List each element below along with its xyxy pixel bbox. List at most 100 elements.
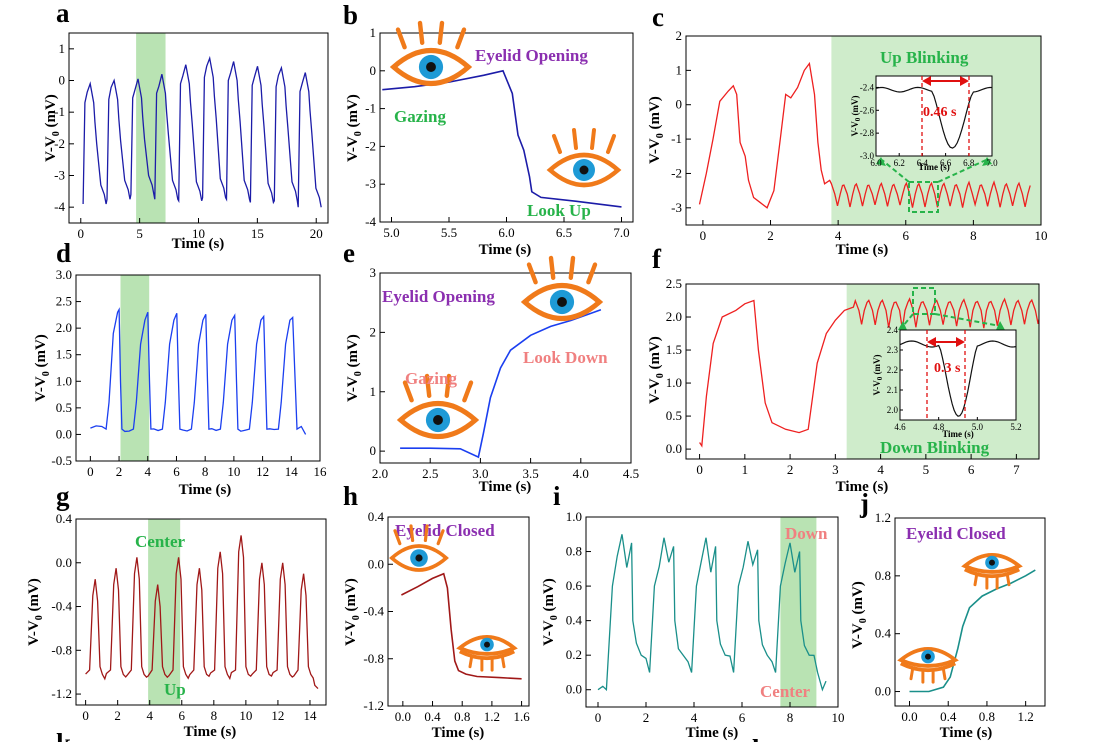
- eye-open-icon: [396, 373, 480, 439]
- y-tick-label: 3: [370, 265, 377, 280]
- x-tick-label: 4.5: [623, 466, 639, 481]
- plot-frame-e: [379, 272, 632, 464]
- y-tick-label: -2: [365, 138, 376, 153]
- y-tick-label: 2.0: [887, 405, 899, 415]
- x-tick-label: 7: [1013, 462, 1020, 477]
- arrowhead: [956, 337, 965, 347]
- x-tick-label: 6: [968, 462, 975, 477]
- y-tick-label: -2.8: [860, 128, 875, 138]
- y-tick-label: 1.0: [566, 509, 582, 524]
- panel-h: h 0.0 0.4 0.8 1.2 1.6 -1.2 -0.8 -0.4 0.0 0.4 Time…: [343, 481, 530, 741]
- x-axis-label-f: Time (s): [836, 479, 889, 495]
- y-tick-label: -1.2: [363, 698, 384, 713]
- x-tick-label: 6.6: [940, 158, 952, 168]
- zoom-arrowhead: [898, 321, 907, 330]
- y-tick-label: -0.8: [363, 651, 384, 666]
- x-tick-label: 5.0: [383, 225, 399, 240]
- y-tick-label: 0.8: [875, 568, 891, 583]
- eye-closed-icon: [897, 647, 959, 684]
- y-tick-label: 0.0: [368, 556, 384, 571]
- inset-axes-f: 4.6 4.8 5.0 5.2 2.0 2.1 2.2 2.3 2.4: [887, 325, 1022, 432]
- x-axis-label-g: Time (s): [184, 724, 237, 740]
- arrowhead: [922, 76, 931, 86]
- series-line-a: [82, 55, 322, 208]
- y-tick-label: -0.5: [51, 453, 72, 468]
- x-tick-label: 12: [256, 464, 269, 479]
- y-tick-label: -2: [671, 165, 682, 180]
- plot-frame-c: [685, 35, 1042, 226]
- x-tick-label: 4: [877, 462, 884, 477]
- annotation-center: Center: [135, 532, 185, 551]
- x-tick-label: 8: [211, 708, 218, 723]
- y-tick-label: 1: [676, 62, 683, 77]
- y-tick-label: -1.2: [51, 686, 72, 701]
- x-tick-label: 5.0: [972, 422, 984, 432]
- y-axis-label-e: V-V0 (mV): [345, 334, 364, 402]
- eye-open-icon: [520, 255, 604, 321]
- x-tick-label: 12: [271, 708, 284, 723]
- x-tick-label: 2.0: [372, 466, 388, 481]
- y-tick-label: 2.3: [887, 345, 899, 355]
- panel-b: b 5.0 5.5 6.0 6.5 7.0 -4 -3 -2 -1 0 1 Time (s) V-V…: [343, 0, 634, 258]
- panel-i: i 0 2 4 6 8 10 0.0 0.2 0.4 0.6 0.8 1.0 Time (s) V-V…: [541, 481, 845, 741]
- x-tick-label: 0: [82, 708, 89, 723]
- panel-label-g: g: [56, 481, 70, 511]
- x-tick-label: 4.8: [933, 422, 945, 432]
- x-tick-label: 5: [136, 226, 143, 241]
- panel-e: e 2.0 2.5 3.0 3.5 4.0 4.5 0 1 2 3 Time (s) V-V0 (…: [343, 238, 639, 495]
- x-tick-label: 6.4: [917, 158, 929, 168]
- panel-g: g 0 2 4 6 8 10 12 14 -1.2 -0.8 -0.4 0.0 0.4 Time (s)…: [26, 481, 327, 740]
- y-tick-label: 0.4: [875, 626, 892, 641]
- y-tick-label: 1.5: [56, 347, 72, 362]
- y-tick-label: -1: [365, 101, 376, 116]
- panel-label-j: j: [859, 488, 869, 518]
- x-tick-label: 7.0: [613, 225, 629, 240]
- zoom-box-c: [908, 181, 939, 213]
- zoom-connector: [937, 159, 987, 183]
- y-tick-label: 0: [676, 97, 683, 112]
- inset-series-line-f: [900, 340, 1016, 417]
- x-tick-label: 14: [303, 708, 317, 723]
- y-tick-label: 1.5: [666, 342, 682, 357]
- y-tick-label: 0: [370, 443, 377, 458]
- x-tick-label: 2.5: [422, 466, 438, 481]
- y-axis-label-c: V-V0 (mV): [647, 96, 666, 164]
- plot-frame-d: [75, 274, 321, 462]
- y-tick-label: 0.0: [56, 555, 72, 570]
- y-tick-label: 0.4: [56, 511, 73, 526]
- x-axis-label-b: Time (s): [479, 242, 532, 258]
- annotation-gazing: Gazing: [405, 369, 457, 388]
- x-tick-label: 0: [700, 228, 707, 243]
- y-tick-label: -3: [671, 200, 682, 215]
- y-tick-label: -2.6: [860, 105, 875, 115]
- panel-label-h: h: [343, 481, 358, 511]
- panel-label-a: a: [56, 0, 70, 28]
- x-tick-label: 16: [314, 464, 328, 479]
- y-tick-label: -3: [54, 168, 65, 183]
- highlight-band: [136, 33, 166, 223]
- inset-axes-c: 6.0 6.2 6.4 6.6 6.8 7.0 -3.0 -2.8 -2.6 -2.4: [860, 82, 998, 168]
- axes-c: 0 2 4 6 8 10 -3 -2 -1 0 1 2: [671, 28, 1047, 243]
- x-tick-label: 14: [285, 464, 299, 479]
- panel-label-f: f: [652, 244, 662, 274]
- x-tick-label: 4: [835, 228, 842, 243]
- eye-closed-icon: [961, 553, 1023, 590]
- series-line-e: [400, 309, 602, 459]
- y-tick-label: 1: [370, 384, 377, 399]
- plot-frame-i: [585, 516, 839, 708]
- y-axis-label-f: V-V0 (mV): [647, 336, 666, 404]
- y-axis-label-g: V-V0 (mV): [26, 578, 45, 646]
- y-tick-label: -0.8: [51, 642, 72, 657]
- panel-label-d: d: [56, 238, 71, 268]
- panel-label-l: l: [752, 734, 760, 742]
- panel-a: a 0 5 10 15 20 -4 -3 -2 -1 0 1 Time (s) V-V0 (mV): [43, 0, 329, 252]
- y-tick-label: 2.0: [666, 309, 682, 324]
- x-axis-label-a: Time (s): [172, 236, 225, 252]
- x-tick-label: 4: [145, 464, 152, 479]
- x-axis-label-c: Time (s): [836, 242, 889, 258]
- x-tick-label: 0.0: [901, 709, 917, 724]
- x-tick-label: 3: [832, 462, 839, 477]
- y-tick-label: 1.0: [666, 375, 682, 390]
- x-tick-label: 0: [595, 710, 602, 725]
- x-tick-label: 2: [767, 228, 774, 243]
